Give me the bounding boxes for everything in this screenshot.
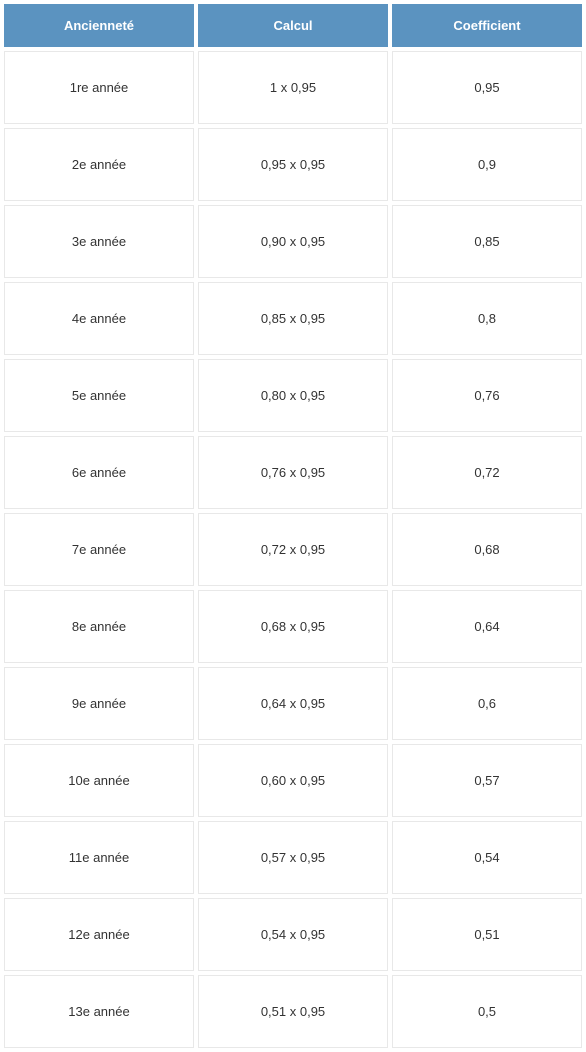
cell-coefficient: 0,5: [392, 975, 582, 1048]
cell-anciennete: 8e année: [4, 590, 194, 663]
cell-coefficient: 0,85: [392, 205, 582, 278]
cell-calcul: 0,60 x 0,95: [198, 744, 388, 817]
cell-calcul: 0,85 x 0,95: [198, 282, 388, 355]
cell-anciennete: 6e année: [4, 436, 194, 509]
cell-anciennete: 5e année: [4, 359, 194, 432]
cell-coefficient: 0,76: [392, 359, 582, 432]
cell-calcul: 0,68 x 0,95: [198, 590, 388, 663]
cell-anciennete: 11e année: [4, 821, 194, 894]
table-row: 11e année 0,57 x 0,95 0,54: [4, 821, 582, 894]
cell-anciennete: 2e année: [4, 128, 194, 201]
table-header-row: Ancienneté Calcul Coefficient: [4, 4, 582, 47]
cell-calcul: 0,95 x 0,95: [198, 128, 388, 201]
cell-anciennete: 12e année: [4, 898, 194, 971]
cell-anciennete: 13e année: [4, 975, 194, 1048]
cell-anciennete: 10e année: [4, 744, 194, 817]
cell-anciennete: 9e année: [4, 667, 194, 740]
table-row: 4e année 0,85 x 0,95 0,8: [4, 282, 582, 355]
coefficient-table: Ancienneté Calcul Coefficient 1re année …: [0, 0, 586, 1052]
table-row: 3e année 0,90 x 0,95 0,85: [4, 205, 582, 278]
cell-calcul: 0,90 x 0,95: [198, 205, 388, 278]
cell-calcul: 1 x 0,95: [198, 51, 388, 124]
cell-coefficient: 0,51: [392, 898, 582, 971]
cell-coefficient: 0,9: [392, 128, 582, 201]
table-row: 9e année 0,64 x 0,95 0,6: [4, 667, 582, 740]
table-row: 8e année 0,68 x 0,95 0,64: [4, 590, 582, 663]
cell-coefficient: 0,72: [392, 436, 582, 509]
cell-calcul: 0,64 x 0,95: [198, 667, 388, 740]
cell-calcul: 0,54 x 0,95: [198, 898, 388, 971]
cell-calcul: 0,76 x 0,95: [198, 436, 388, 509]
cell-coefficient: 0,6: [392, 667, 582, 740]
cell-anciennete: 4e année: [4, 282, 194, 355]
column-header-coefficient: Coefficient: [392, 4, 582, 47]
cell-anciennete: 3e année: [4, 205, 194, 278]
cell-calcul: 0,72 x 0,95: [198, 513, 388, 586]
cell-calcul: 0,80 x 0,95: [198, 359, 388, 432]
table-row: 1re année 1 x 0,95 0,95: [4, 51, 582, 124]
table-row: 2e année 0,95 x 0,95 0,9: [4, 128, 582, 201]
table-row: 12e année 0,54 x 0,95 0,51: [4, 898, 582, 971]
cell-anciennete: 1re année: [4, 51, 194, 124]
table-body: 1re année 1 x 0,95 0,95 2e année 0,95 x …: [4, 51, 582, 1048]
cell-coefficient: 0,57: [392, 744, 582, 817]
column-header-calcul: Calcul: [198, 4, 388, 47]
cell-anciennete: 7e année: [4, 513, 194, 586]
table-row: 10e année 0,60 x 0,95 0,57: [4, 744, 582, 817]
table-row: 5e année 0,80 x 0,95 0,76: [4, 359, 582, 432]
column-header-anciennete: Ancienneté: [4, 4, 194, 47]
cell-calcul: 0,51 x 0,95: [198, 975, 388, 1048]
cell-coefficient: 0,8: [392, 282, 582, 355]
cell-coefficient: 0,68: [392, 513, 582, 586]
cell-coefficient: 0,64: [392, 590, 582, 663]
cell-coefficient: 0,95: [392, 51, 582, 124]
cell-calcul: 0,57 x 0,95: [198, 821, 388, 894]
table-row: 13e année 0,51 x 0,95 0,5: [4, 975, 582, 1048]
cell-coefficient: 0,54: [392, 821, 582, 894]
table-row: 7e année 0,72 x 0,95 0,68: [4, 513, 582, 586]
table-row: 6e année 0,76 x 0,95 0,72: [4, 436, 582, 509]
